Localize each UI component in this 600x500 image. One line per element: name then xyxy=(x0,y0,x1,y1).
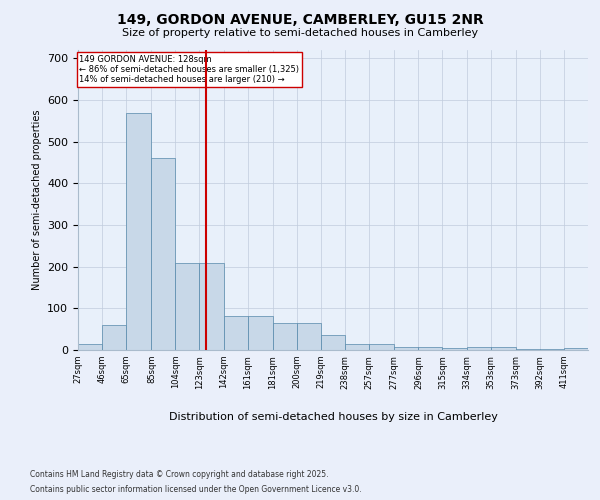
Bar xyxy=(369,344,394,350)
Bar xyxy=(78,344,102,350)
Bar xyxy=(199,262,224,350)
Bar xyxy=(564,348,588,350)
Text: Distribution of semi-detached houses by size in Camberley: Distribution of semi-detached houses by … xyxy=(169,412,497,422)
Text: 149 GORDON AVENUE: 128sqm
← 86% of semi-detached houses are smaller (1,325)
14% : 149 GORDON AVENUE: 128sqm ← 86% of semi-… xyxy=(79,54,299,84)
Bar xyxy=(540,349,564,350)
Bar xyxy=(126,112,151,350)
Bar xyxy=(345,344,369,350)
Bar xyxy=(248,316,273,350)
Bar xyxy=(224,316,248,350)
Bar xyxy=(151,158,175,350)
Bar xyxy=(321,336,345,350)
Bar xyxy=(273,323,297,350)
Text: Contains HM Land Registry data © Crown copyright and database right 2025.: Contains HM Land Registry data © Crown c… xyxy=(30,470,329,479)
Bar xyxy=(491,346,516,350)
Text: Contains public sector information licensed under the Open Government Licence v3: Contains public sector information licen… xyxy=(30,485,362,494)
Text: Size of property relative to semi-detached houses in Camberley: Size of property relative to semi-detach… xyxy=(122,28,478,38)
Bar xyxy=(442,348,467,350)
Bar xyxy=(297,323,321,350)
Bar xyxy=(516,349,540,350)
Bar xyxy=(175,262,199,350)
Bar xyxy=(418,346,442,350)
Text: 149, GORDON AVENUE, CAMBERLEY, GU15 2NR: 149, GORDON AVENUE, CAMBERLEY, GU15 2NR xyxy=(116,12,484,26)
Bar xyxy=(102,325,126,350)
Bar xyxy=(394,346,418,350)
Y-axis label: Number of semi-detached properties: Number of semi-detached properties xyxy=(32,110,41,290)
Bar xyxy=(467,346,491,350)
